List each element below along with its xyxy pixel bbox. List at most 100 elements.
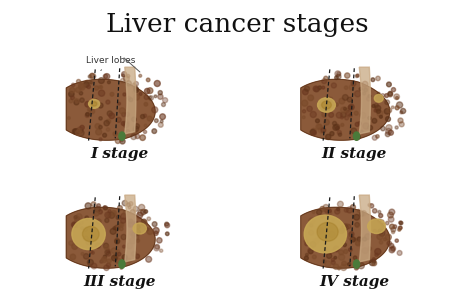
Circle shape [322, 79, 327, 84]
Circle shape [368, 204, 371, 207]
Ellipse shape [119, 132, 125, 140]
Ellipse shape [317, 222, 338, 241]
Circle shape [105, 218, 109, 222]
Circle shape [123, 245, 126, 248]
Circle shape [158, 122, 163, 127]
Circle shape [337, 72, 341, 76]
Circle shape [115, 138, 120, 144]
Circle shape [368, 247, 372, 251]
Circle shape [308, 248, 313, 254]
Circle shape [313, 86, 319, 91]
Circle shape [108, 81, 110, 84]
Circle shape [95, 123, 100, 129]
Circle shape [388, 216, 394, 222]
Circle shape [333, 121, 337, 126]
Circle shape [343, 243, 346, 247]
Circle shape [155, 119, 158, 123]
Circle shape [360, 112, 366, 118]
Circle shape [373, 229, 376, 233]
Circle shape [339, 98, 345, 104]
Circle shape [108, 210, 111, 213]
Circle shape [75, 99, 79, 103]
Circle shape [119, 227, 123, 231]
Circle shape [136, 239, 139, 242]
Circle shape [83, 82, 89, 87]
Circle shape [154, 231, 158, 235]
Circle shape [90, 250, 92, 254]
Circle shape [368, 95, 371, 97]
Circle shape [313, 238, 319, 244]
Circle shape [307, 106, 312, 112]
Ellipse shape [72, 219, 105, 250]
Circle shape [77, 127, 83, 133]
Circle shape [127, 243, 132, 249]
Circle shape [85, 216, 89, 220]
Circle shape [323, 205, 329, 210]
Circle shape [326, 108, 330, 112]
Circle shape [131, 251, 137, 256]
Circle shape [127, 258, 131, 263]
Circle shape [328, 251, 331, 254]
Circle shape [109, 212, 115, 218]
Circle shape [385, 94, 389, 97]
Circle shape [122, 200, 128, 206]
Circle shape [116, 258, 121, 263]
Circle shape [336, 74, 341, 79]
Circle shape [358, 122, 361, 125]
Circle shape [379, 230, 385, 236]
Circle shape [359, 88, 362, 91]
Circle shape [111, 212, 115, 216]
Circle shape [360, 130, 363, 133]
Circle shape [390, 246, 396, 251]
Ellipse shape [374, 94, 383, 102]
Circle shape [340, 116, 343, 119]
Circle shape [390, 224, 394, 229]
Circle shape [87, 85, 91, 89]
Circle shape [347, 263, 351, 266]
Circle shape [105, 212, 111, 218]
Circle shape [357, 237, 362, 242]
Circle shape [317, 124, 322, 129]
Circle shape [301, 100, 308, 106]
Circle shape [387, 82, 392, 87]
Ellipse shape [89, 100, 100, 108]
Circle shape [116, 250, 119, 253]
Circle shape [91, 251, 94, 254]
Circle shape [110, 228, 116, 234]
Circle shape [388, 212, 393, 218]
Circle shape [132, 223, 137, 228]
Circle shape [122, 112, 126, 117]
Circle shape [87, 260, 93, 266]
Circle shape [348, 106, 352, 109]
Circle shape [104, 74, 110, 79]
Circle shape [304, 256, 309, 260]
Circle shape [357, 209, 360, 212]
Circle shape [375, 105, 381, 111]
Circle shape [142, 219, 146, 224]
Circle shape [103, 206, 108, 210]
Circle shape [302, 89, 308, 95]
Circle shape [378, 229, 383, 234]
Polygon shape [66, 80, 155, 140]
Circle shape [133, 206, 138, 211]
Circle shape [335, 71, 341, 77]
Circle shape [309, 230, 314, 235]
Circle shape [372, 135, 377, 140]
Circle shape [304, 239, 308, 243]
Circle shape [83, 228, 88, 232]
Circle shape [331, 258, 334, 261]
Circle shape [96, 219, 101, 224]
Circle shape [115, 239, 119, 244]
Circle shape [152, 107, 158, 113]
Circle shape [382, 223, 385, 226]
Circle shape [321, 128, 326, 133]
Circle shape [380, 220, 384, 224]
Circle shape [399, 122, 404, 127]
Circle shape [125, 112, 129, 117]
Circle shape [340, 226, 346, 232]
Circle shape [385, 117, 391, 121]
Circle shape [119, 108, 125, 114]
Circle shape [147, 228, 153, 234]
Circle shape [104, 265, 109, 271]
Circle shape [320, 215, 324, 218]
